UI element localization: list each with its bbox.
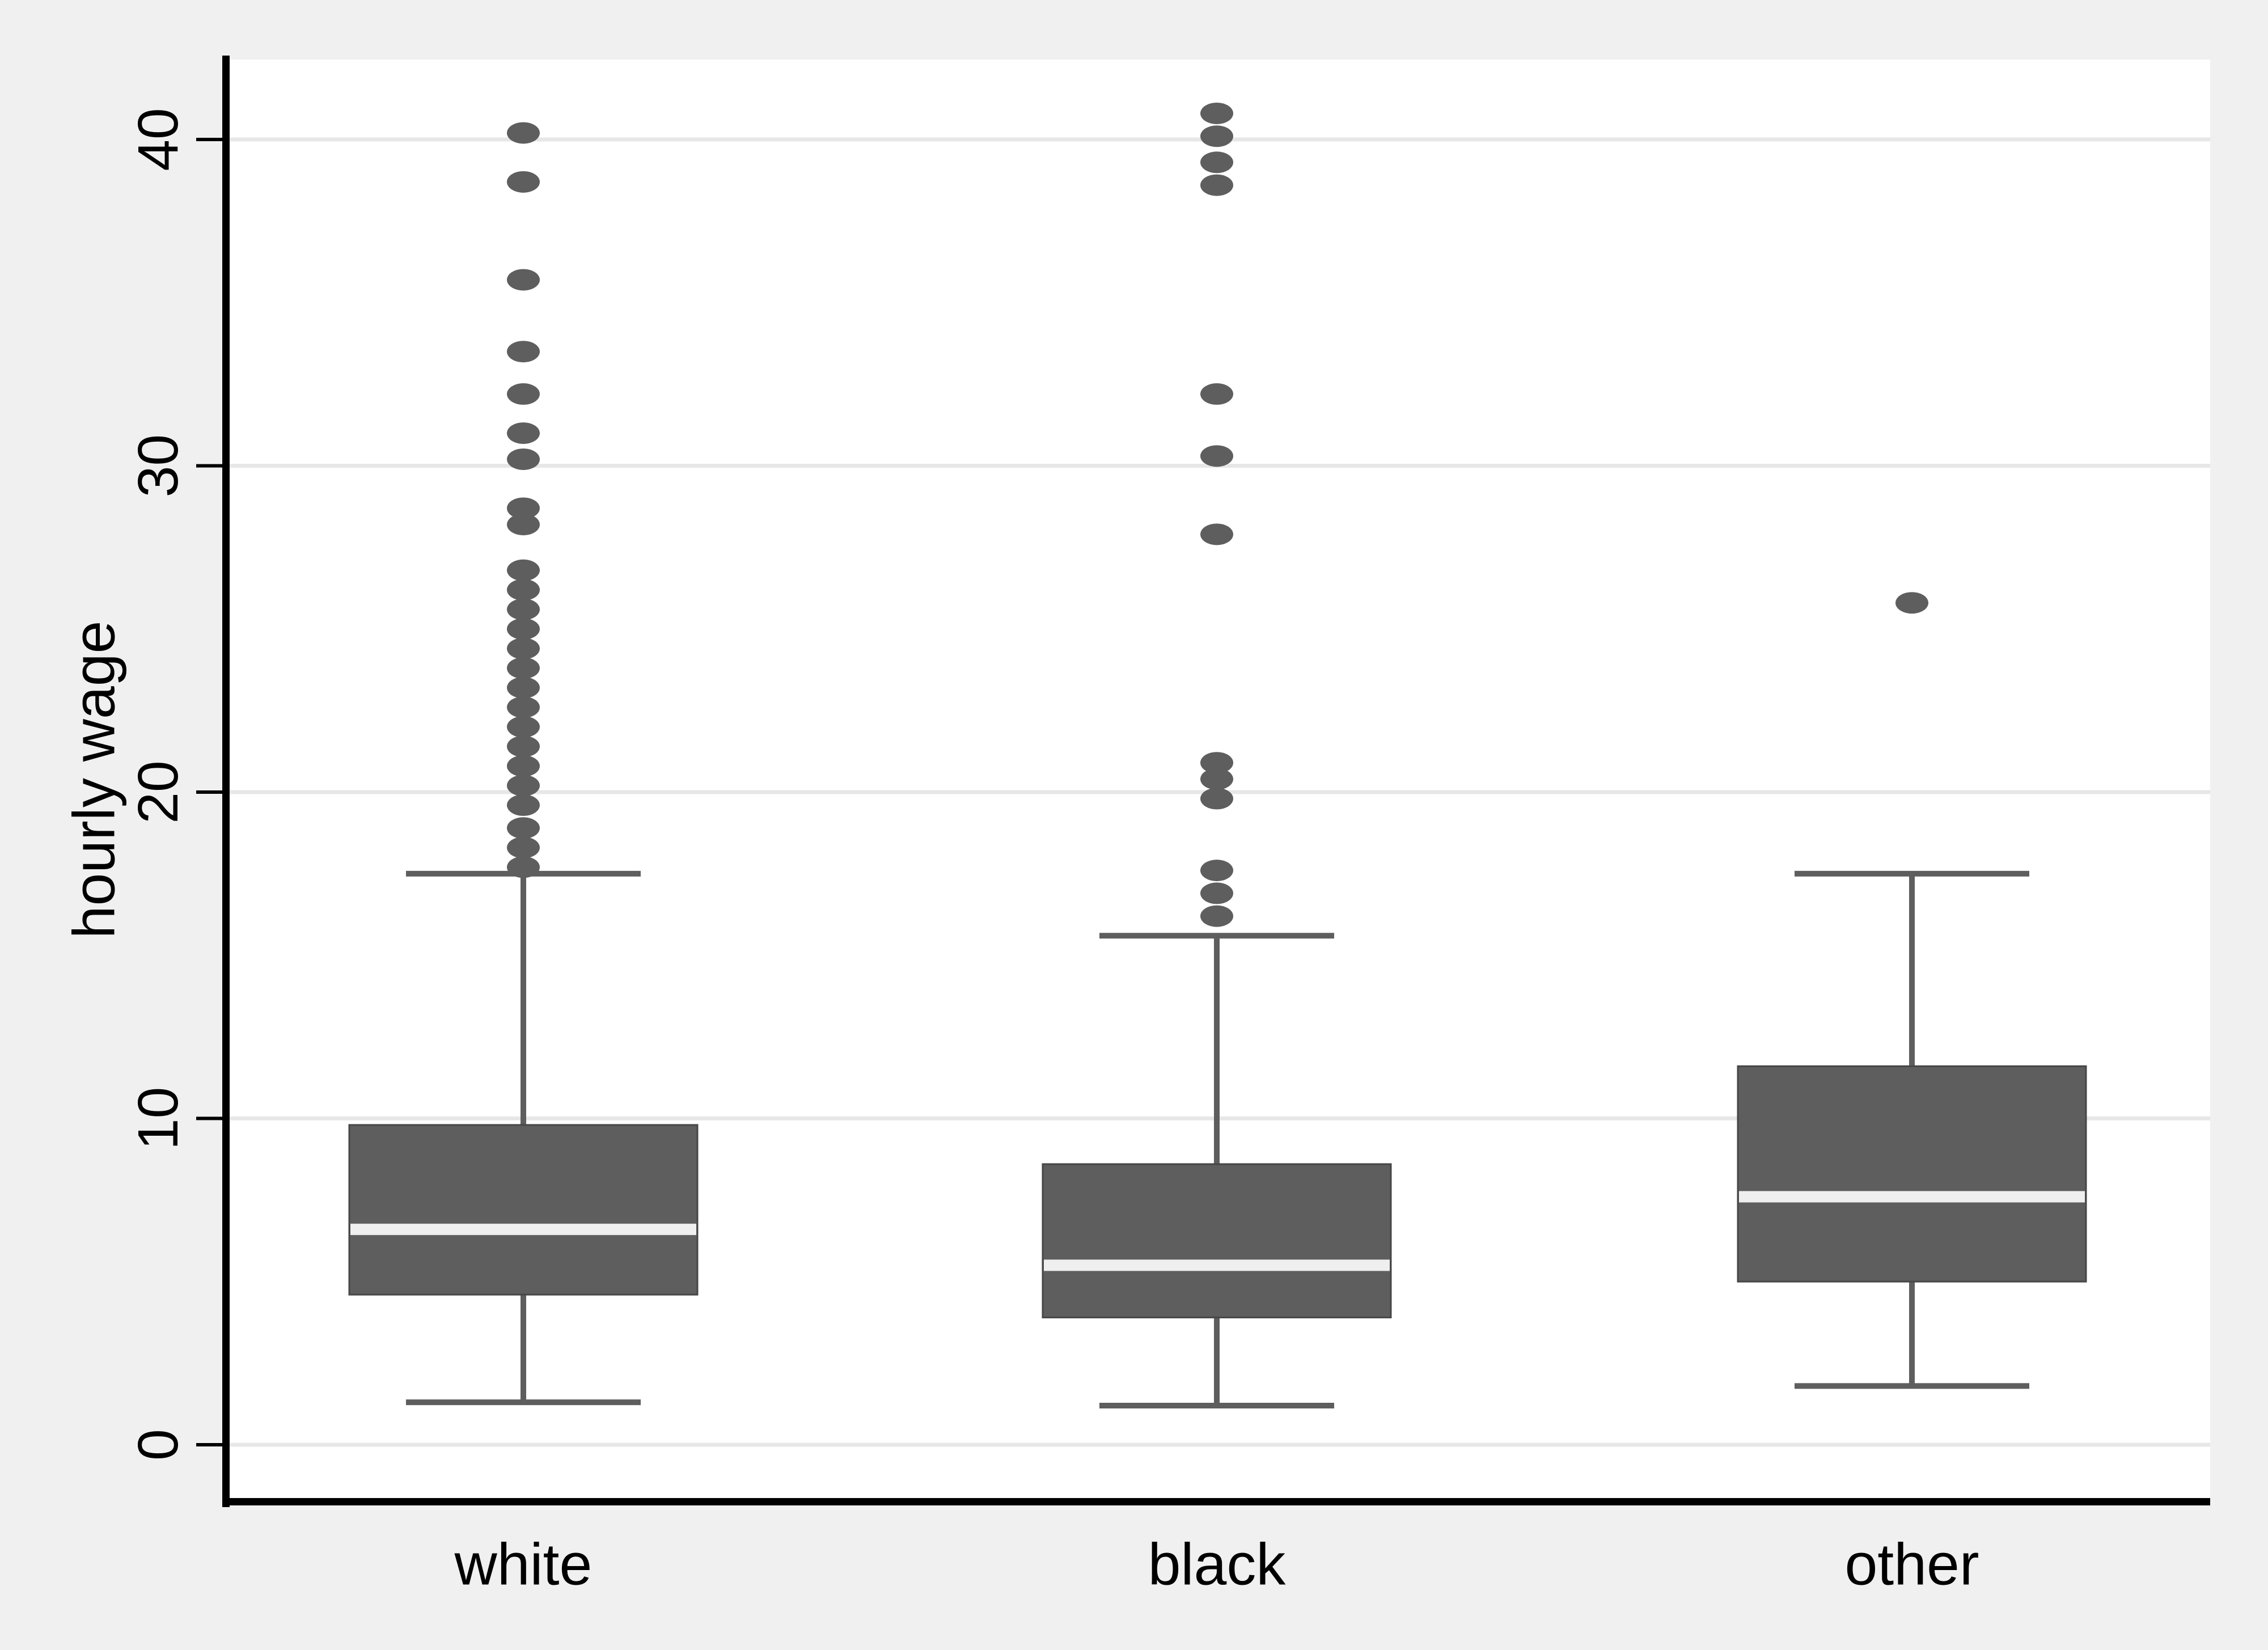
iqr-box-black (1042, 1163, 1392, 1319)
outlier-point-white (507, 598, 540, 620)
outlier-point-black (1200, 752, 1233, 774)
x-tick-label-other: other (1844, 1531, 1979, 1597)
outlier-point-other (1895, 592, 1928, 614)
outlier-point-white (507, 559, 540, 581)
outlier-point-white (507, 716, 540, 738)
outlier-point-white (507, 383, 540, 405)
boxplot-group-white (348, 122, 699, 1406)
x-tick-label-white: white (454, 1531, 593, 1597)
outlier-point-black (1200, 445, 1233, 467)
axis-layer (196, 56, 2210, 1507)
iqr-box-white (348, 1124, 699, 1296)
outlier-point-black (1200, 383, 1233, 405)
median-line-other (1739, 1191, 2085, 1203)
iqr-box-other (1737, 1065, 2087, 1283)
outlier-point-white (507, 341, 540, 363)
outlier-point-black (1200, 882, 1233, 904)
outlier-point-black (1200, 523, 1233, 545)
outlier-point-white (507, 856, 540, 878)
outlier-point-white (507, 637, 540, 659)
outlier-point-black (1200, 860, 1233, 882)
outlier-point-white (507, 657, 540, 679)
outlier-point-white (507, 497, 540, 519)
y-axis-title: hourly wage (61, 621, 127, 939)
outlier-point-black (1200, 102, 1233, 124)
series-layer (348, 102, 2087, 1408)
outlier-point-white (507, 817, 540, 839)
outlier-point-white (507, 618, 540, 640)
outlier-point-black (1200, 125, 1233, 147)
outlier-point-white (507, 735, 540, 758)
outlier-point-black (1200, 905, 1233, 927)
outlier-point-white (507, 422, 540, 444)
outlier-point-white (507, 755, 540, 777)
label-layer: hourly wage white black other 0 10 20 30 40 (61, 108, 1979, 1597)
median-line-white (350, 1224, 696, 1236)
outlier-point-white (507, 676, 540, 699)
outlier-point-black (1200, 174, 1233, 196)
outlier-point-white (507, 775, 540, 797)
outlier-point-white (507, 448, 540, 470)
y-tick-label-10: 10 (126, 1087, 190, 1150)
x-tick-label-black: black (1148, 1531, 1287, 1597)
outlier-point-black (1200, 768, 1233, 790)
median-line-black (1044, 1259, 1390, 1271)
boxplot-group-black (1042, 102, 1392, 1408)
outlier-point-white (507, 794, 540, 816)
boxplot-group-other (1737, 592, 2087, 1389)
outlier-point-white (507, 696, 540, 718)
outlier-point-white (507, 579, 540, 601)
y-tick-label-0: 0 (126, 1429, 190, 1461)
y-tick-label-20: 20 (126, 760, 190, 823)
outlier-point-black (1200, 788, 1233, 810)
outlier-point-white (507, 122, 540, 144)
outlier-point-white (507, 836, 540, 858)
y-tick-label-40: 40 (126, 108, 190, 171)
outlier-point-white (507, 514, 540, 536)
outlier-point-white (507, 269, 540, 291)
outlier-point-white (507, 171, 540, 193)
y-tick-label-30: 30 (126, 434, 190, 497)
outlier-point-black (1200, 151, 1233, 174)
